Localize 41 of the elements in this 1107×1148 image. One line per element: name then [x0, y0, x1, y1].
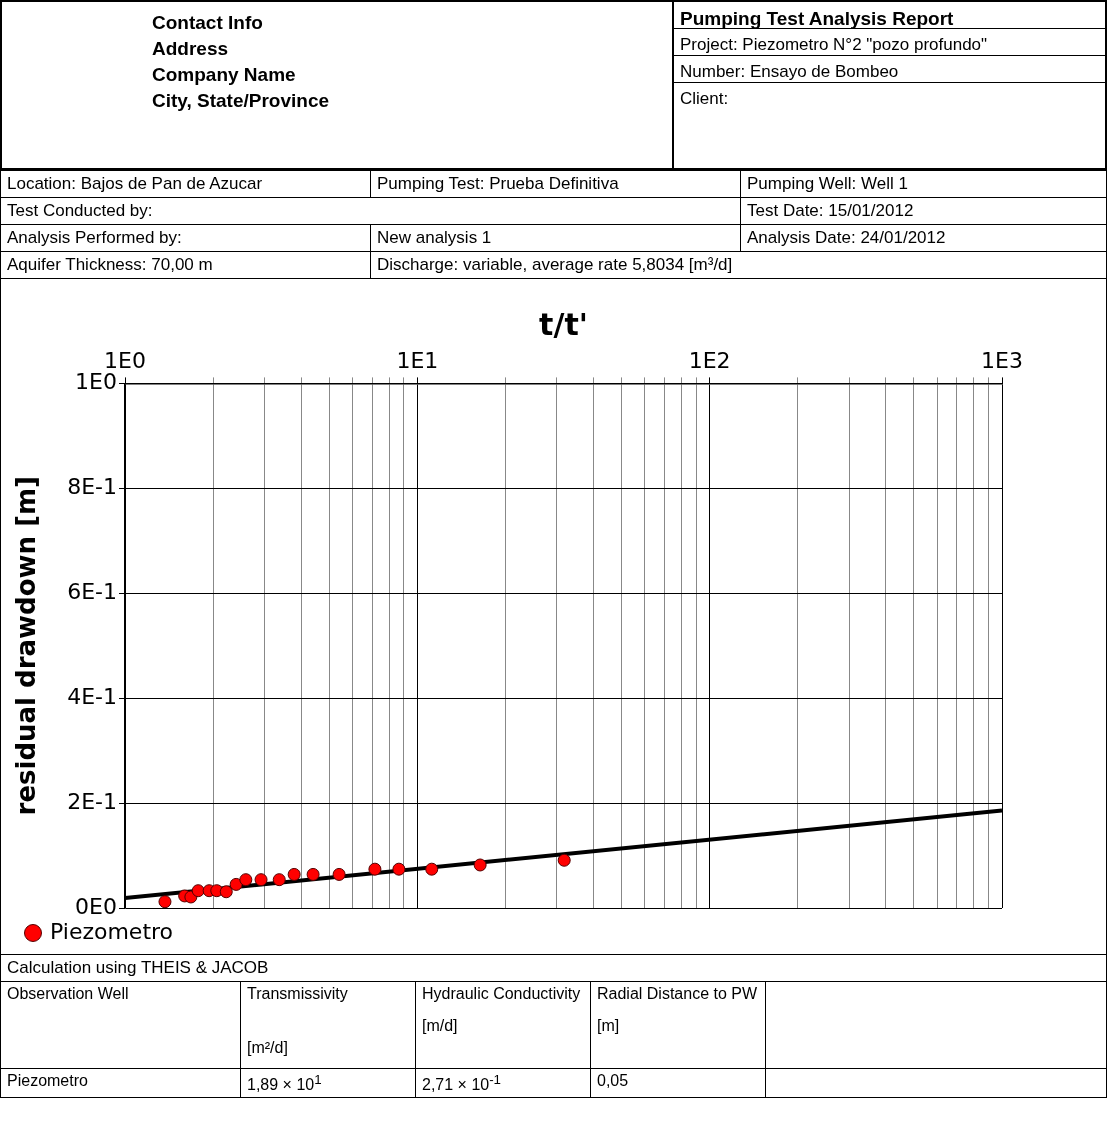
text: New analysis 1	[370, 224, 741, 252]
text: [m/d]	[422, 1017, 459, 1035]
text: [m]	[597, 1017, 621, 1035]
y-axis-title: residual drawdown [m]	[11, 476, 42, 816]
x-tick-label: 1E2	[688, 347, 731, 373]
text: Client:	[679, 88, 730, 110]
text: 2,71 × 10$^{-1}$	[422, 1072, 503, 1095]
x-tick-label: 1E1	[396, 347, 439, 373]
text: [m²/d]	[247, 1039, 289, 1057]
text: 1,89 × 10$^{1}$	[247, 1072, 323, 1095]
text: Analysis Date: 24/01/2012	[740, 224, 1107, 252]
text: Test Date: 15/01/2012	[740, 197, 1107, 225]
y-tick-label: 0E0	[75, 893, 117, 919]
text: Aquifer Thickness: 70,00 m	[0, 251, 371, 279]
text: 0,05	[597, 1072, 630, 1090]
text: Discharge: variable, average rate 5,8034 [m³/d]	[370, 251, 1107, 279]
text: Location: Bajos de Pan de Azucar	[0, 170, 371, 198]
y-tick-label: 8E-1	[67, 474, 117, 500]
y-tick-label: 2E-1	[67, 788, 117, 814]
text: Address	[152, 37, 230, 61]
y-tick-label: 6E-1	[67, 578, 117, 604]
text: Calculation using THEIS & JACOB	[0, 954, 1107, 982]
x-tick-label: 1E3	[981, 347, 1023, 373]
text: Hydraulic Conductivity	[422, 985, 582, 1003]
text: City, State/Province	[152, 89, 331, 113]
text: Piezometro	[7, 1072, 89, 1090]
y-tick-label: 4E-1	[67, 683, 117, 709]
legend-label: Piezometro	[50, 918, 174, 944]
x-axis-title: t/t'	[539, 306, 588, 342]
text: Transmissivity	[247, 985, 349, 1003]
text: Pumping Test: Prueba Definitiva	[370, 170, 741, 198]
chart-title: Pumping Test Analysis Report	[674, 2, 1105, 29]
text: Number: Ensayo de Bombeo	[674, 56, 1105, 83]
text: Pumping Well: Well 1	[740, 170, 1107, 198]
text: Project: Piezometro N°2 "pozo profundo"	[674, 29, 1105, 56]
text: Radial Distance to PW	[597, 985, 759, 1003]
text: Analysis Performed by:	[0, 224, 371, 252]
text: Observation Well	[7, 985, 130, 1003]
text: Company Name	[152, 63, 297, 87]
text: Contact Info	[152, 11, 264, 35]
text: Test Conducted by:	[0, 197, 741, 225]
